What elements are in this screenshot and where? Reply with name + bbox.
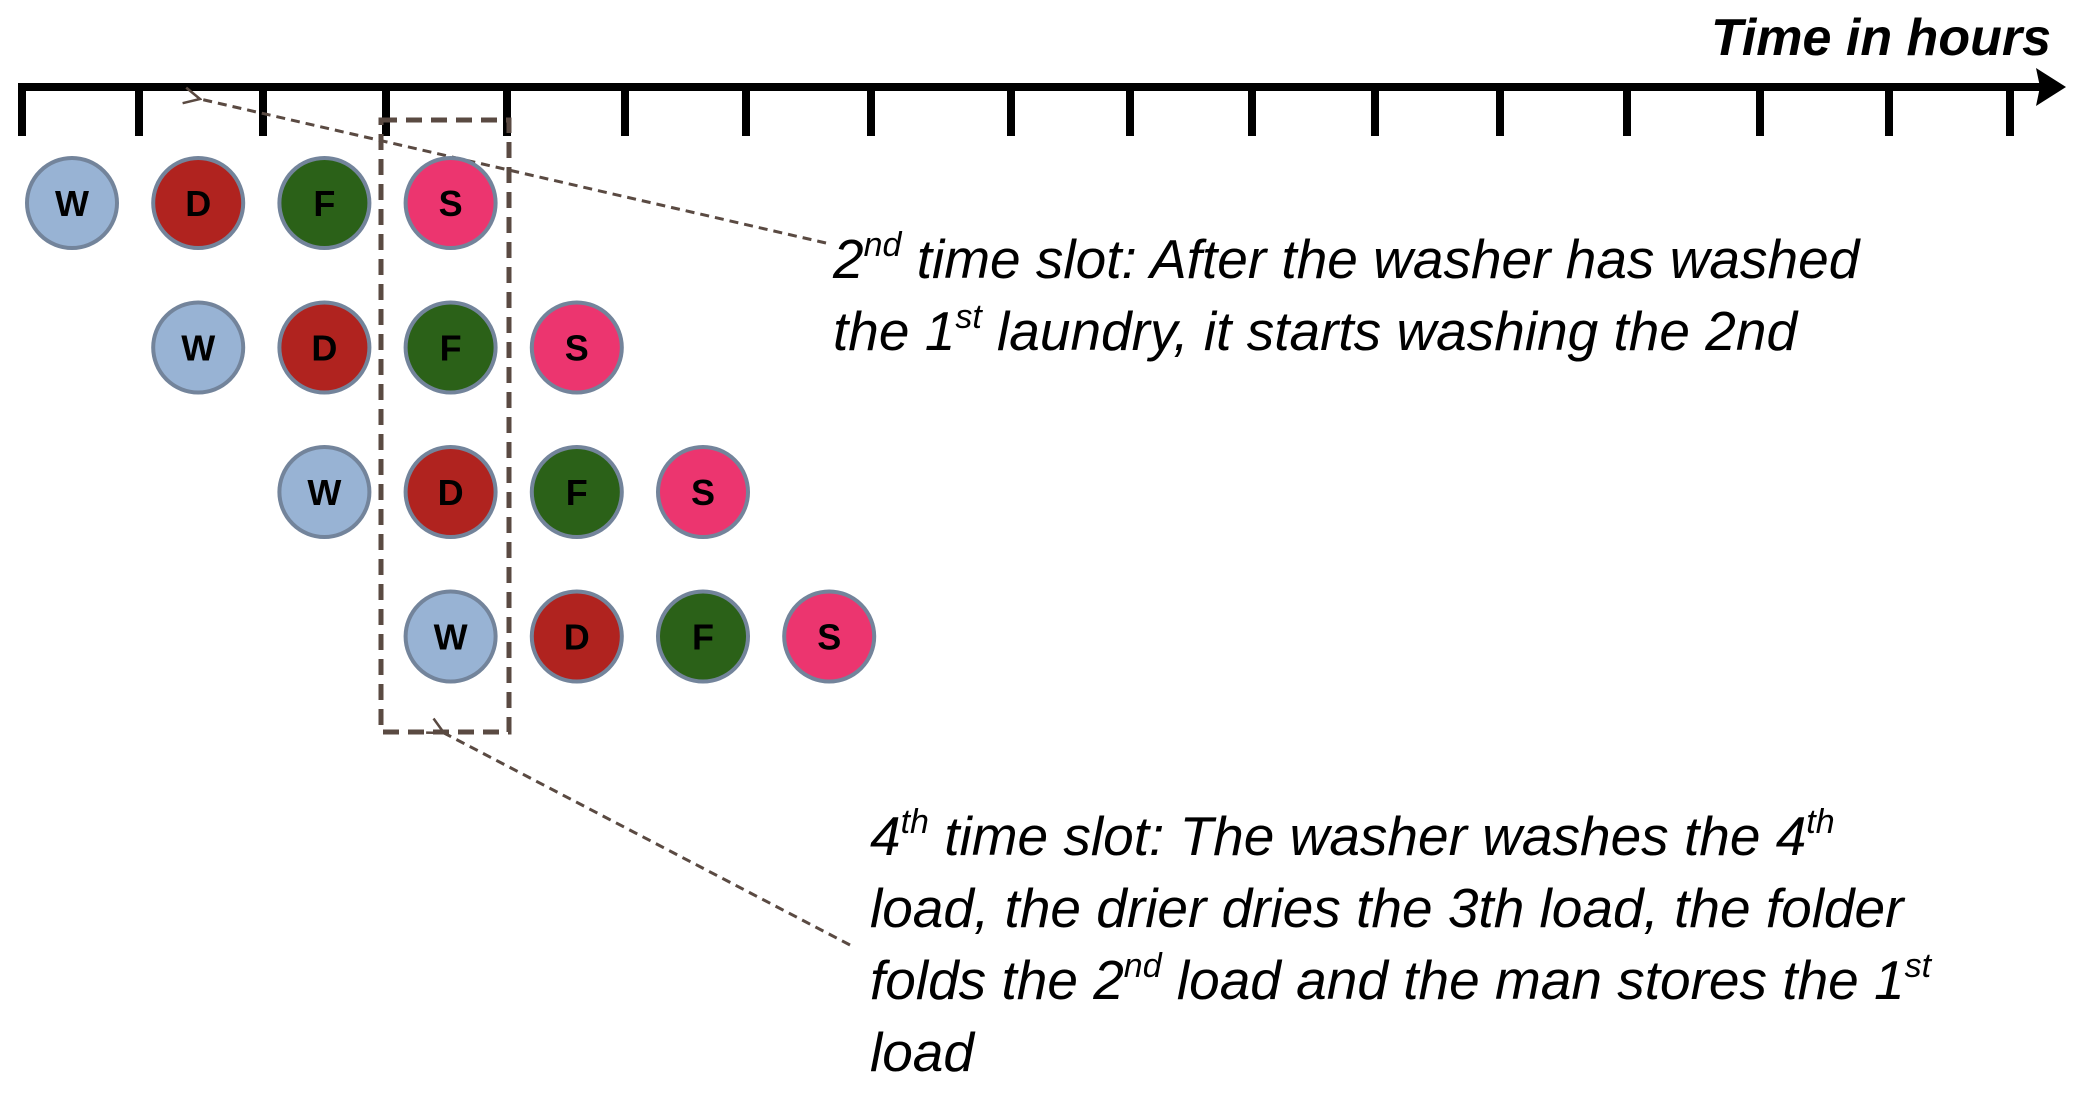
stage-label: D (311, 328, 337, 369)
axis-ticks (18, 83, 2014, 136)
stage-label: S (817, 617, 841, 658)
stage-label: S (691, 472, 715, 513)
load-4-stage-w: W (403, 589, 498, 684)
top-annotation-line-2: the 1st laundry, it starts washing the 2… (833, 298, 1798, 362)
bottom-annotation-line-2: load, the drier dries the 3th load, the … (870, 877, 1904, 939)
top-callout-arrow (200, 99, 827, 245)
bottom-annotation-line-1: 4th time slot: The washer washes the 4th (870, 803, 1835, 867)
stage-circle (529, 589, 624, 684)
top-annotation-line-1: 2nd time slot: After the washer has wash… (833, 226, 1860, 290)
top-annotation: 2nd time slot: After the washer has wash… (833, 223, 1859, 367)
stage-label: S (439, 183, 463, 224)
load-4-stage-d: D (529, 589, 624, 684)
stage-label: D (185, 183, 211, 224)
load-3-stage-w: W (277, 445, 372, 539)
stage-circle (403, 589, 498, 684)
bottom-annotation: 4th time slot: The washer washes the 4th… (870, 800, 1931, 1088)
stage-label: F (692, 617, 714, 658)
stage-circle (529, 445, 624, 539)
load-2-stage-f: F (403, 300, 498, 395)
load-1-stage-d: D (151, 156, 246, 250)
load-4-stage-s: S (782, 589, 877, 684)
stage-label: W (307, 472, 341, 513)
stage-circle (277, 445, 372, 539)
stage-circle (403, 156, 498, 250)
stage-circle (277, 300, 372, 395)
stage-label: W (181, 328, 215, 369)
pipeline-stages: W D F S W D F S W D F S W D F S (25, 156, 877, 684)
stage-label: W (434, 617, 468, 658)
stage-label: F (440, 328, 462, 369)
load-1-stage-w: W (25, 156, 119, 250)
stage-circle (656, 589, 750, 684)
load-3-stage-f: F (529, 445, 624, 539)
stage-label: F (313, 183, 335, 224)
stage-circle (656, 445, 750, 539)
stage-circle (403, 445, 498, 539)
load-1-stage-s: S (403, 156, 498, 250)
load-3-stage-s: S (656, 445, 750, 539)
bottom-annotation-line-3: folds the 2nd load and the man stores th… (870, 947, 1932, 1011)
stage-circle (151, 156, 246, 250)
load-2-stage-s: S (529, 300, 624, 395)
time-axis (18, 68, 2066, 136)
load-4-stage-f: F (656, 589, 750, 684)
load-2-stage-d: D (277, 300, 372, 395)
stage-circle (151, 300, 246, 395)
bottom-annotation-line-4: load (870, 1021, 974, 1083)
load-3-stage-d: D (403, 445, 498, 539)
bottom-callout-arrow (444, 733, 851, 947)
stage-label: S (565, 328, 589, 369)
load-1-stage-f: F (277, 156, 372, 250)
stage-circle (25, 156, 119, 250)
stage-label: F (566, 472, 588, 513)
load-2-stage-w: W (151, 300, 246, 395)
stage-label: D (564, 617, 590, 658)
axis-arrowhead (2036, 68, 2066, 106)
stage-label: D (438, 472, 464, 513)
stage-circle (529, 300, 624, 395)
stage-label: W (55, 183, 89, 224)
stage-circle (403, 300, 498, 395)
stage-circle (782, 589, 877, 684)
stage-circle (277, 156, 372, 250)
axis-title: Time in hours (1711, 9, 2051, 67)
